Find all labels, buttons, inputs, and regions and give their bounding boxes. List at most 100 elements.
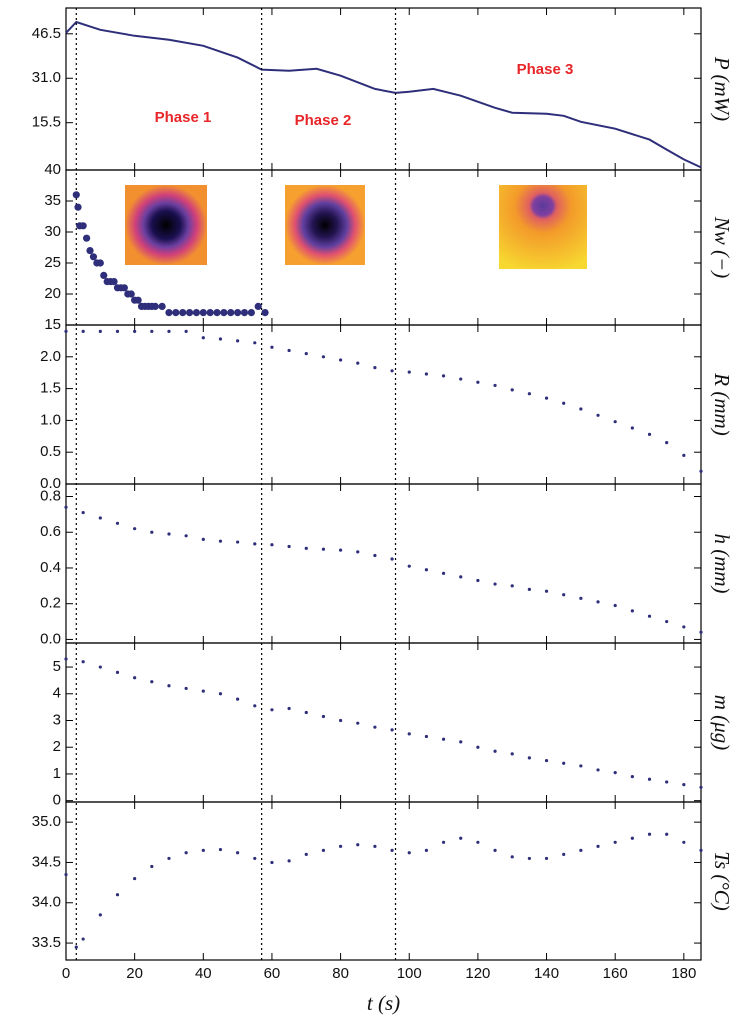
data-point [89,253,98,261]
data-point [72,191,80,199]
data-point [150,680,154,684]
x-tick-label: 40 [195,965,212,982]
plot-frame [65,324,702,485]
data-point [79,222,87,230]
data-point [270,708,274,712]
data-point [96,259,104,267]
data-point [270,543,274,547]
data-point [150,329,154,333]
data-point [630,426,634,430]
data-point [682,625,686,629]
plot-frame [65,7,702,171]
data-point [459,377,463,381]
y-tick-label: 15 [44,316,61,333]
data-point [373,844,377,848]
x-tick-label: 100 [397,965,422,982]
y-tick-label: 0.8 [40,487,61,504]
data-line [65,20,702,169]
data-point [665,619,669,624]
y-tick-label: 30 [44,223,61,240]
data-point [133,676,137,680]
data-point [338,718,343,723]
data-point [441,374,446,378]
data-point [321,714,326,719]
data-point [407,564,411,568]
y-axis-label: P (mW) [710,56,734,121]
plot-frame [65,801,702,961]
y-tick-label: 46.5 [32,25,61,42]
data-point [227,309,235,317]
data-point [613,840,617,844]
data-point [338,358,343,362]
data-point [562,852,566,856]
data-point [134,296,142,304]
y-axis-label: h (mm) [710,533,734,593]
data-point [665,832,669,836]
data-point [115,893,120,897]
data-point [424,848,429,852]
y-tick-label: 35.0 [32,813,61,830]
x-tick-label: 0 [62,965,70,982]
data-point [338,548,343,552]
data-point [441,571,446,575]
data-point [287,859,291,863]
data-point [390,848,394,852]
data-point [201,336,205,340]
data-point [74,203,82,211]
data-point [596,413,600,417]
data-point [338,844,343,848]
data-point [234,309,242,317]
data-point [579,764,583,768]
y-tick-label: 0.2 [40,595,61,612]
data-point [579,596,583,600]
data-point [184,329,188,333]
data-point [390,369,394,373]
data-point [236,540,240,544]
data-point [544,589,549,593]
plot-frame [65,483,702,644]
data-point [596,844,600,848]
data-point [151,302,159,310]
y-axis-label: m (μg) [710,695,734,750]
data-point [596,600,600,604]
x-tick-label: 20 [126,965,143,982]
y-tick-label: 0.0 [40,630,61,647]
data-point [441,737,446,741]
data-point [407,370,411,374]
data-point [647,777,652,781]
data-point [218,847,223,852]
data-point [81,937,85,941]
data-point [476,380,480,384]
data-point [270,860,274,865]
data-point [120,284,128,292]
data-point [150,530,154,534]
data-point [201,537,205,541]
data-point [510,855,514,859]
data-point [240,309,249,317]
y-tick-label: 33.5 [32,934,61,951]
y-tick-label: 0 [53,792,61,809]
data-point [321,547,326,551]
data-point [544,758,549,763]
data-point [199,309,207,317]
data-point [493,383,497,388]
data-point [201,848,205,852]
x-tick-label: 140 [534,965,559,982]
data-point [236,851,240,855]
data-point [98,516,102,520]
data-point [133,329,137,333]
data-point [493,582,497,586]
y-axis-label: R (mm) [710,372,734,435]
y-tick-label: 1.0 [40,411,61,428]
data-point [98,913,102,917]
data-point [133,527,137,531]
data-point [527,756,531,760]
data-point [596,768,600,772]
data-point [493,749,497,753]
data-point [82,234,91,242]
data-point [236,697,240,701]
data-point [527,587,531,592]
data-point [544,396,549,400]
data-point [115,521,120,525]
